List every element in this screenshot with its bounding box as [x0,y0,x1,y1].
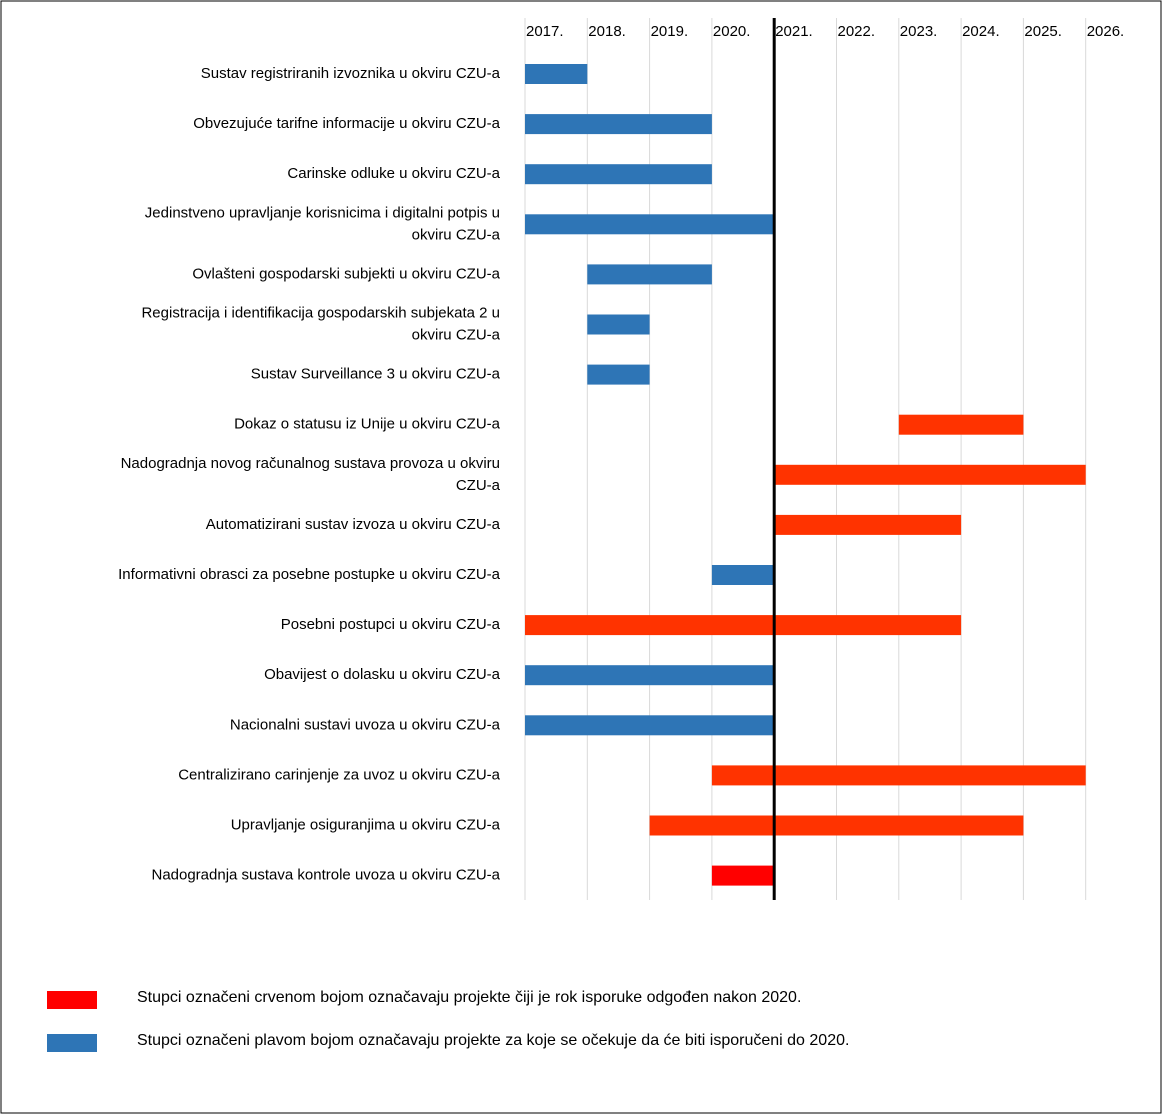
task-label: Nacionalni sustavi uvoza u okviru CZU-a [230,716,501,733]
task-label: Obvezujuće tarifne informacije u okviru … [193,115,500,132]
x-tick-label: 2022. [838,23,876,40]
bar [774,464,1086,485]
legend-label: Stupci označeni crvenom bojom označavaju… [137,989,801,1006]
task-label: Nadogradnja sustava kontrole uvoza u okv… [151,867,500,884]
task-label: Sustav registriranih izvoznika u okviru … [201,65,501,82]
bar [711,865,775,886]
task-label: CZU-a [456,477,501,494]
x-tick-label: 2021. [775,23,813,40]
task-label: Upravljanje osiguranjima u okviru CZU-a [231,816,501,833]
task-label: Obavijest o dolasku u okviru CZU-a [264,666,501,683]
x-tick-label: 2019. [651,23,689,40]
bar [525,615,962,636]
bar [525,164,712,185]
bar [525,665,775,686]
task-label: Posebni postupci u okviru CZU-a [281,616,501,633]
bar [587,314,650,335]
x-tick-label: 2023. [900,23,938,40]
bar [525,114,712,135]
bar [898,414,1024,435]
task-label: Nadogradnja novog računalnog sustava pro… [121,455,500,472]
x-tick-label: 2024. [962,23,1000,40]
legend-swatch [47,1034,97,1052]
x-tick-label: 2020. [713,23,751,40]
bar [525,64,588,84]
x-tick-label: 2026. [1087,23,1125,40]
task-label: Centralizirano carinjenje za uvoz u okvi… [178,766,500,783]
bar [774,514,962,535]
bar [587,364,650,385]
legend-swatch [47,991,97,1009]
task-label: Carinske odluke u okviru CZU-a [287,165,500,182]
x-tick-label: 2025. [1024,23,1062,40]
task-label: Automatizirani sustav izvoza u okviru CZ… [206,516,501,533]
task-label: Sustav Surveillance 3 u okviru CZU-a [251,366,501,383]
bar [587,264,712,285]
x-tick-label: 2018. [588,23,626,40]
task-label: Ovlašteni gospodarski subjekti u okviru … [192,265,500,282]
task-label: Jedinstveno upravljanje korisnicima i di… [145,204,500,221]
task-label: okviru CZU-a [412,326,501,343]
legend-label: Stupci označeni plavom bojom označavaju … [137,1032,849,1049]
task-label: Registracija i identifikacija gospodarsk… [141,304,500,321]
task-label: Dokaz o statusu iz Unije u okviru CZU-a [234,416,501,433]
task-label: Informativni obrasci za posebne postupke… [118,566,501,583]
bar [711,565,775,585]
bar [525,715,775,736]
x-tick-label: 2017. [526,23,564,40]
bar [711,765,1086,786]
task-label: okviru CZU-a [412,226,501,243]
bar [525,214,775,235]
bar [649,815,1024,836]
